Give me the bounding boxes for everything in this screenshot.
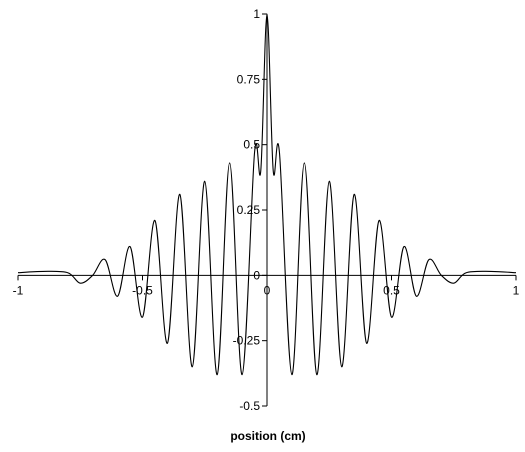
y-tick-label: -0.25 xyxy=(233,334,261,348)
x-tick-label: 1 xyxy=(513,283,520,297)
y-tick-label: -0.5 xyxy=(239,399,260,413)
axes xyxy=(17,13,517,407)
x-tick-label: -1 xyxy=(13,283,24,297)
tick-labels: -0.5 -0.25 0 0.25 0.5 0.75 1 -1 -0.5 0 0.5 1 xyxy=(13,7,520,413)
x-tick-label: 0 xyxy=(264,283,271,297)
y-tick-label: 0.25 xyxy=(237,203,261,217)
y-tick-label: 0 xyxy=(253,268,260,282)
y-tick-label: 0.5 xyxy=(243,138,260,152)
y-tick-label: 1 xyxy=(253,7,260,21)
x-axis-title: position (cm) xyxy=(230,429,305,443)
x-tick-label: 0.5 xyxy=(383,283,400,297)
y-tick-label: 0.75 xyxy=(237,72,261,86)
series-line xyxy=(17,13,517,376)
x-tick-label: -0.5 xyxy=(132,283,153,297)
